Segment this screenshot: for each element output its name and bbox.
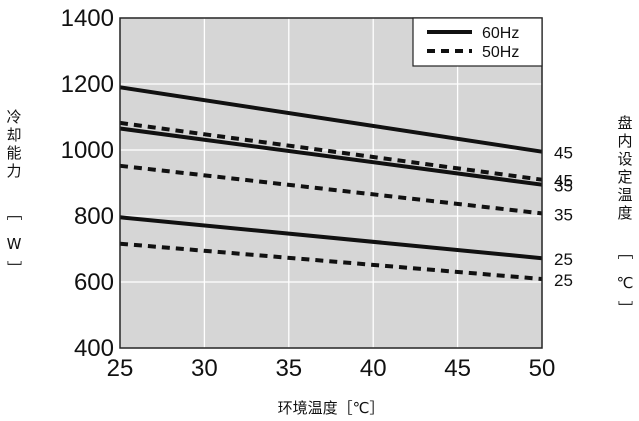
- plot-background: [120, 18, 542, 348]
- right-axis-label-char: 设: [617, 150, 632, 168]
- y-tick-label: 400: [74, 335, 114, 362]
- y-tick-label: 600: [74, 269, 114, 296]
- y-tick-label: 1200: [61, 71, 114, 98]
- legend-label-50hz: 50Hz: [482, 44, 519, 61]
- legend: 60Hz 50Hz: [412, 17, 543, 67]
- y-axis-label: 冷 却 能 力 ［ W ］: [5, 108, 23, 276]
- y-axis-unit: W: [7, 235, 22, 253]
- series-line-50hz-35: [119, 163, 543, 216]
- legend-box: [412, 17, 543, 67]
- series-end-label: 35: [554, 177, 573, 196]
- series-end-label: 45: [554, 172, 573, 191]
- y-tick-labels: 400 600 800 1000 1200 1400: [61, 5, 114, 362]
- y-tick-label: 1000: [61, 137, 114, 164]
- right-axis-unit-bracket-open: ［: [616, 244, 634, 259]
- legend-label-60hz: 60Hz: [482, 25, 519, 42]
- series-line-60hz-45: [119, 85, 543, 154]
- series-line-50hz-45: [119, 120, 543, 182]
- right-axis-label-char: 盘: [617, 114, 632, 132]
- x-tick-labels: 25 30 35 40 45 50: [107, 355, 556, 382]
- right-axis-label-char: 度: [617, 204, 632, 222]
- series-end-label: 25: [554, 250, 573, 269]
- y-tick-label: 1400: [61, 5, 114, 32]
- right-axis-label: 盘 内 设 定 温 度 ［ ℃ ］: [616, 114, 634, 316]
- right-axis-label-char: 温: [617, 186, 632, 204]
- right-axis-unit-bracket-close: ］: [616, 300, 634, 315]
- x-tick-label: 25: [107, 355, 134, 382]
- x-tick-label: 40: [360, 355, 387, 382]
- y-axis-label-char: 却: [6, 126, 21, 144]
- y-axis-label-char: 力: [6, 162, 21, 180]
- y-axis-unit-bracket-open: ［: [5, 205, 23, 220]
- series-lines: [119, 85, 543, 281]
- series-line-50hz-25: [119, 241, 543, 281]
- series-line-60hz-25: [119, 215, 543, 261]
- y-axis-label-char: 冷: [6, 108, 21, 126]
- x-tick-label: 30: [191, 355, 218, 382]
- x-axis-label: 环境温度［℃］: [278, 399, 385, 417]
- series-end-label: 25: [554, 271, 573, 290]
- right-axis-label-char: 内: [617, 132, 632, 150]
- plot-frame: [119, 17, 543, 349]
- series-line-60hz-35: [119, 126, 543, 187]
- series-end-label: 35: [554, 205, 573, 224]
- right-axis-unit: ℃: [617, 274, 634, 292]
- y-tick-label: 800: [74, 203, 114, 230]
- x-tick-label: 45: [444, 355, 471, 382]
- x-tick-label: 35: [275, 355, 302, 382]
- series-end-label: 45: [554, 144, 573, 163]
- right-axis-label-char: 定: [617, 168, 632, 186]
- y-axis-label-char: 能: [6, 144, 21, 162]
- x-tick-label: 50: [529, 355, 556, 382]
- y-axis-unit-bracket-close: ］: [5, 260, 23, 275]
